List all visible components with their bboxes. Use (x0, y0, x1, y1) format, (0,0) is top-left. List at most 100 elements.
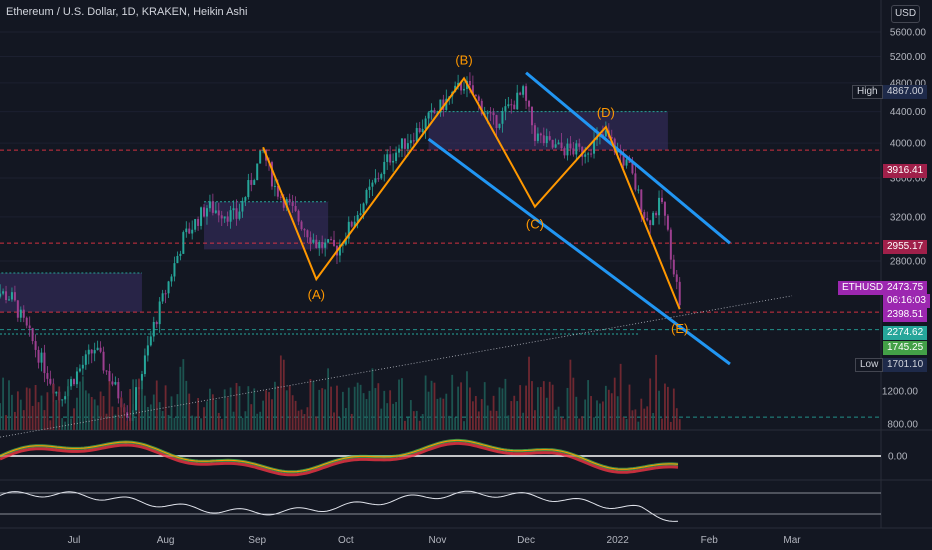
volume-bar (120, 397, 123, 430)
volume-bar (90, 397, 93, 430)
candle-body (229, 210, 232, 222)
candle-body (276, 185, 279, 197)
volume-bar (14, 411, 16, 430)
volume-bar (8, 380, 10, 430)
candle-body (566, 143, 569, 156)
volume-bar (182, 359, 185, 430)
volume-bar (519, 385, 522, 430)
candle-body (200, 207, 203, 226)
candle-body (55, 391, 58, 394)
wave-label: (E) (671, 321, 688, 336)
volume-bar (371, 368, 374, 430)
candle-body (457, 82, 460, 86)
candle-body (84, 354, 87, 365)
candle-body (460, 82, 463, 91)
candle-body (554, 144, 557, 148)
price-tick-label: 4800.00 (890, 78, 927, 89)
candle-body (353, 221, 356, 227)
volume-bar (93, 399, 96, 430)
volume-bar (439, 397, 442, 430)
candle-body (232, 208, 235, 211)
candle-body (569, 143, 572, 149)
candle-body (492, 112, 495, 116)
volume-bar (669, 421, 672, 430)
volume-bar (359, 384, 362, 430)
volume-bar (584, 399, 587, 430)
oscillator-2 (0, 490, 881, 522)
candle-body (415, 128, 418, 142)
candle-body (135, 387, 138, 411)
volume-bar (126, 420, 129, 430)
volume-bar (587, 380, 590, 430)
price-tick-label: 4000.00 (890, 139, 927, 150)
candle-body (226, 216, 229, 222)
volume-bar (454, 417, 457, 430)
volume-bar (643, 408, 646, 430)
volume-bar (132, 379, 134, 430)
volume-bar (619, 363, 622, 430)
volume-bar (114, 414, 117, 430)
candle-body (300, 221, 303, 230)
candle-body (386, 154, 389, 162)
candle-body (525, 86, 528, 101)
candle-body (433, 109, 436, 113)
candle-body (2, 291, 5, 294)
candle-body (563, 148, 566, 156)
candle-body (365, 190, 368, 204)
price-tick-label: 4400.00 (890, 107, 927, 118)
candle-body (652, 212, 655, 225)
volume-bar (667, 386, 669, 430)
volume-bar (471, 401, 474, 430)
candle-body (643, 212, 646, 219)
candle-body (622, 155, 625, 166)
volume-tick-label: 800.00 (887, 420, 918, 431)
volume-bar (433, 382, 436, 430)
volume-bar (655, 354, 657, 430)
candle-body (383, 161, 386, 175)
volume-bar (271, 399, 273, 430)
volume-bar (368, 390, 371, 430)
candle-body (90, 349, 93, 354)
candle-body (536, 133, 539, 141)
candle-body (507, 104, 510, 107)
candle-body (303, 229, 306, 231)
volume-bar (2, 377, 4, 430)
volume-bar (554, 409, 557, 430)
price-tick-label: 5600.00 (890, 28, 927, 39)
volume-bar (235, 382, 238, 430)
oscillator-1 (0, 438, 881, 477)
volume-bar (501, 388, 504, 430)
candle-body (371, 182, 374, 187)
candle-body (96, 347, 99, 351)
candle-body (176, 255, 179, 264)
volume-bar (566, 387, 569, 430)
chart-title: Ethereum / U.S. Dollar, 1D, KRAKEN, Heik… (6, 6, 248, 18)
volume-bar (548, 381, 551, 430)
volume-bar (285, 390, 288, 430)
volume-bar (534, 410, 536, 430)
volume-bar (421, 414, 424, 430)
volume-bar (339, 417, 341, 430)
candle-body (188, 228, 191, 234)
candle-body (143, 355, 146, 375)
candle-body (235, 208, 238, 219)
candle-body (117, 382, 120, 399)
candle-body (0, 293, 2, 297)
candle-body (46, 373, 49, 379)
volume-bar (377, 383, 380, 430)
channel-line (427, 137, 731, 366)
volume-bar (406, 417, 409, 430)
candle-body (288, 199, 291, 203)
candle-body (194, 219, 197, 230)
volume-bar (356, 382, 359, 430)
currency-button[interactable]: USD (891, 5, 920, 23)
volume-bar (31, 405, 34, 430)
candle-body (631, 162, 634, 174)
volume-bar (575, 396, 578, 430)
candle-body (489, 112, 492, 114)
volume-bar (108, 381, 111, 430)
volume-bar (528, 356, 530, 430)
volume-bar (161, 411, 164, 430)
candle-body (486, 112, 489, 114)
